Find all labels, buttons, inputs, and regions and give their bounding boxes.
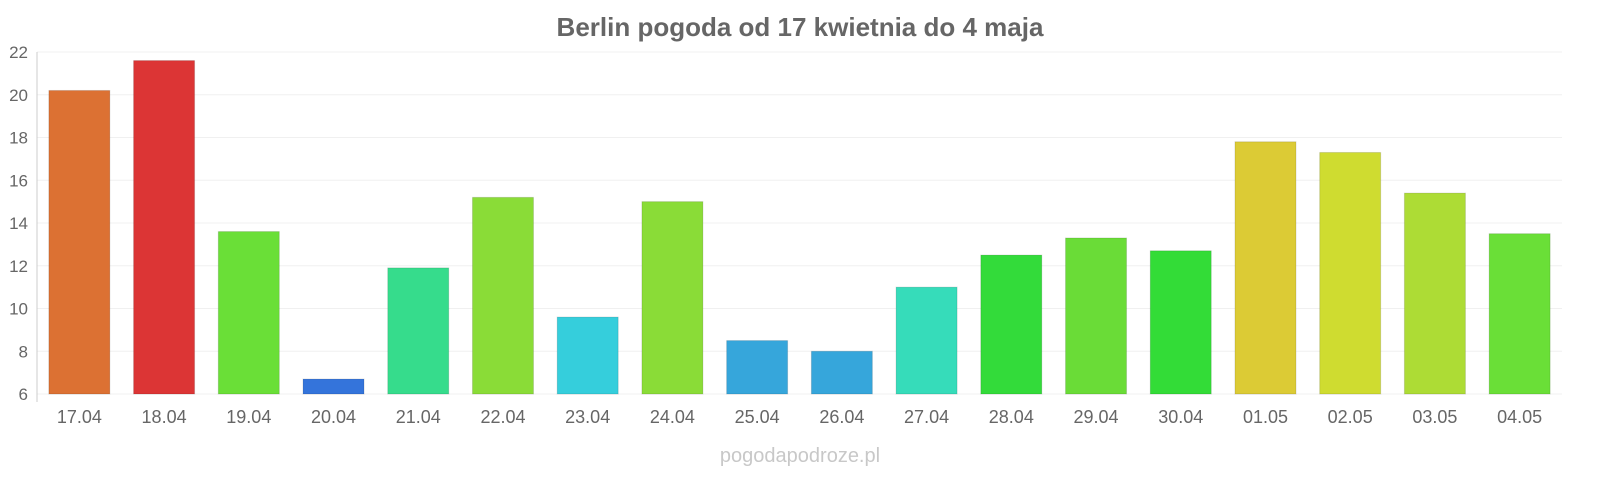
y-tick-label: 16 (9, 171, 28, 190)
chart-title: Berlin pogoda od 17 kwietnia do 4 maja (557, 12, 1044, 42)
bar-18.04[interactable] (133, 60, 196, 395)
x-tick-label: 29.04 (1074, 407, 1119, 427)
bar-25.04[interactable] (726, 340, 789, 395)
bar-22.04[interactable] (471, 196, 534, 395)
x-tick-label: 30.04 (1158, 407, 1203, 427)
bar-20.04[interactable] (302, 378, 365, 395)
bar-17.04[interactable] (48, 89, 111, 395)
y-tick-label: 8 (19, 342, 28, 361)
x-tick-label: 19.04 (226, 407, 271, 427)
y-tick-label: 10 (9, 300, 28, 319)
x-tick-label: 03.05 (1412, 407, 1457, 427)
x-tick-label: 02.05 (1328, 407, 1373, 427)
y-tick-label: 20 (9, 86, 28, 105)
x-tick-label: 28.04 (989, 407, 1034, 427)
bar-24.04[interactable] (641, 201, 704, 395)
bar-21.04[interactable] (387, 267, 450, 395)
y-tick-label: 18 (9, 129, 28, 148)
x-tick-label: 18.04 (142, 407, 187, 427)
y-tick-label: 12 (9, 257, 28, 276)
bar-28.04[interactable] (980, 254, 1043, 395)
bar-23.04[interactable] (556, 316, 619, 395)
watermark: pogodapodroze.pl (720, 445, 880, 467)
bar-01.05[interactable] (1234, 141, 1297, 395)
bar-29.04[interactable] (1065, 237, 1128, 395)
x-tick-label: 01.05 (1243, 407, 1288, 427)
y-tick-label: 22 (9, 43, 28, 62)
x-tick-label: 04.05 (1497, 407, 1542, 427)
y-tick-label: 6 (19, 385, 28, 404)
bar-30.04[interactable] (1149, 250, 1212, 395)
bar-04.05[interactable] (1488, 233, 1551, 395)
x-tick-label: 26.04 (819, 407, 864, 427)
x-tick-label: 21.04 (396, 407, 441, 427)
bar-02.05[interactable] (1319, 151, 1382, 395)
x-tick-label: 20.04 (311, 407, 356, 427)
x-tick-label: 23.04 (565, 407, 610, 427)
x-tick-label: 27.04 (904, 407, 949, 427)
y-tick-label: 14 (9, 214, 28, 233)
bar-26.04[interactable] (810, 350, 873, 395)
bar-27.04[interactable] (895, 286, 958, 395)
bar-19.04[interactable] (217, 231, 280, 395)
x-tick-label: 25.04 (735, 407, 780, 427)
x-tick-label: 17.04 (57, 407, 102, 427)
x-tick-label: 22.04 (480, 407, 525, 427)
bar-03.05[interactable] (1403, 192, 1466, 395)
x-tick-label: 24.04 (650, 407, 695, 427)
